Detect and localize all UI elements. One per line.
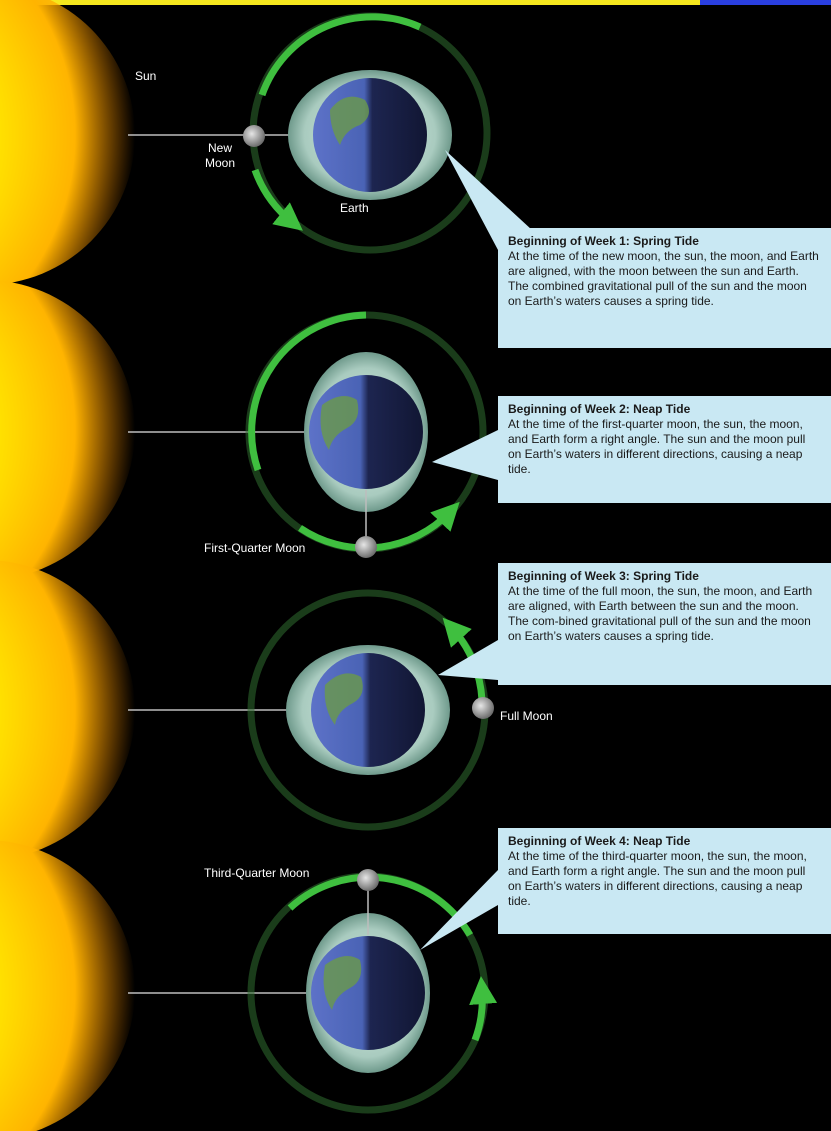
new-moon-label-line2: Moon: [205, 156, 235, 170]
earth-globe: [313, 78, 427, 192]
callout-title: Beginning of Week 2: Neap Tide: [508, 402, 691, 416]
panel-week-4: [0, 840, 485, 1131]
sun-disk: [0, 840, 135, 1131]
earth-land: [330, 96, 369, 145]
callout-body: At the time of the first-quarter moon, t…: [508, 417, 806, 476]
moon-disk: [472, 697, 494, 719]
top-border-strip: [0, 0, 831, 5]
callout-pointer-2: [432, 430, 498, 480]
callout-pointer-3: [438, 640, 498, 680]
top-border-accent: [700, 0, 831, 5]
panel-week-1: [0, 0, 491, 285]
sun-disk: [0, 560, 135, 860]
sun-disk: [0, 0, 135, 285]
orbit-green-arc: [287, 873, 482, 1042]
callout-title: Beginning of Week 4: Neap Tide: [508, 834, 691, 848]
first-quarter-moon-label: First-Quarter Moon: [204, 541, 305, 555]
callout-pointer-1: [445, 150, 532, 250]
panel-week-3: [0, 560, 494, 860]
earth-land: [320, 396, 359, 450]
orbit-green-arc: [248, 311, 450, 552]
earth-label: Earth: [340, 201, 369, 215]
moon-disk: [355, 536, 377, 558]
callout-body: At the time of the third-quarter moon, t…: [508, 849, 807, 908]
new-moon-label-line1: New: [208, 141, 232, 155]
callout-pointer-4: [420, 870, 498, 950]
callout-week-2: Beginning of Week 2: Neap Tide At the ti…: [498, 396, 831, 503]
moon-disk: [357, 869, 379, 891]
orbit-green-arc: [251, 13, 422, 222]
callout-body: At the time of the new moon, the sun, th…: [508, 249, 819, 308]
callout-week-3: Beginning of Week 3: Spring Tide At the …: [498, 563, 831, 685]
callout-week-4: Beginning of Week 4: Neap Tide At the ti…: [498, 828, 831, 934]
earth-land: [323, 956, 362, 1010]
callout-week-1: Beginning of Week 1: Spring Tide At the …: [498, 228, 831, 348]
moon-disk: [243, 125, 265, 147]
callout-title: Beginning of Week 1: Spring Tide: [508, 234, 699, 248]
third-quarter-moon-label: Third-Quarter Moon: [204, 866, 309, 880]
full-moon-label: Full Moon: [500, 709, 553, 723]
callout-body: At the time of the full moon, the sun, t…: [508, 584, 813, 643]
earth-land: [324, 673, 363, 725]
sun-label: Sun: [135, 69, 156, 83]
callout-title: Beginning of Week 3: Spring Tide: [508, 569, 699, 583]
sun-disk: [0, 280, 135, 580]
panel-week-2: [0, 280, 487, 580]
